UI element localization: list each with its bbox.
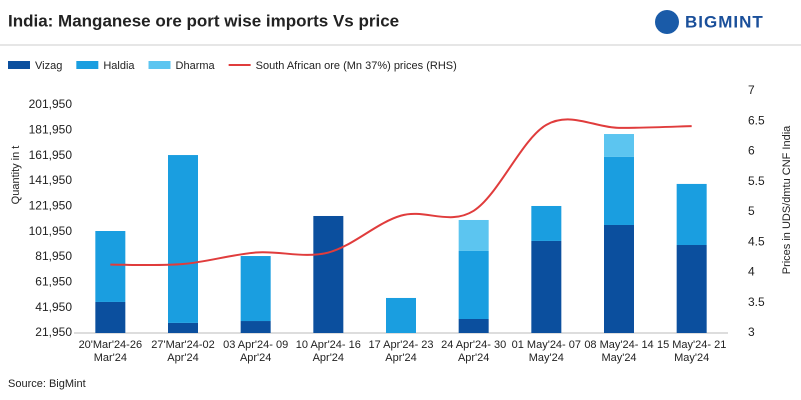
y2-tick-label: 4.5 xyxy=(748,234,765,248)
bar xyxy=(458,219,489,251)
x-tick-label: 10 Apr'24- 16 Apr'24 xyxy=(296,339,361,364)
y2-tick-label: 5 xyxy=(748,204,755,218)
bar xyxy=(458,318,489,333)
x-tick-label: 15 May'24- 21 May'24 xyxy=(657,339,726,364)
y2-tick-label: 3 xyxy=(748,325,755,339)
x-tick-label: 08 May'24- 14 May'24 xyxy=(584,339,653,364)
y-tick-label: 181,950 xyxy=(29,122,73,136)
logo-icon xyxy=(655,10,679,34)
y-tick-label: 201,950 xyxy=(29,97,73,111)
y2-tick-label: 4 xyxy=(748,265,755,279)
bar xyxy=(313,215,344,333)
bar xyxy=(604,134,634,157)
legend-label: Dharma xyxy=(176,60,216,72)
bar xyxy=(531,240,562,333)
y-tick-label: 121,950 xyxy=(29,198,73,212)
x-tick-label: 24 Apr'24- 30 Apr'24 xyxy=(441,339,506,364)
legend-label: Vizag xyxy=(35,60,62,72)
source: Source: BigMint xyxy=(8,378,86,390)
bar xyxy=(604,224,634,333)
y-tick-label: 81,950 xyxy=(35,249,72,263)
bar xyxy=(95,301,126,333)
bar xyxy=(240,321,271,333)
y2-tick-label: 5.5 xyxy=(748,174,765,188)
bar xyxy=(604,156,634,225)
bar xyxy=(240,256,271,322)
x-tick-label: 27'Mar'24-02 Apr'24 xyxy=(151,339,215,364)
legend-label: Haldia xyxy=(103,60,135,72)
bar xyxy=(676,183,707,246)
x-tick-label: 17 Apr'24- 23 Apr'24 xyxy=(368,339,433,364)
y-axis-label: Quantity in t xyxy=(10,146,22,205)
x-tick-label: 01 May'24- 07 May'24 xyxy=(512,339,581,364)
x-tick-label: 03 Apr'24- 09 Apr'24 xyxy=(223,339,288,364)
brand: BIGMINT xyxy=(685,12,764,31)
bar xyxy=(168,322,198,333)
legend-swatch xyxy=(8,61,30,69)
chart-title: India: Manganese ore port wise imports V… xyxy=(8,11,399,30)
legend-label: South African ore (Mn 37%) prices (RHS) xyxy=(256,60,457,72)
y2-tick-label: 7 xyxy=(748,83,755,97)
bar xyxy=(95,231,126,302)
y-tick-label: 101,950 xyxy=(29,224,73,238)
legend-swatch xyxy=(148,61,171,69)
bar xyxy=(676,245,707,333)
y-tick-label: 61,950 xyxy=(35,274,72,288)
x-tick-label: 20'Mar'24-26 Mar'24 xyxy=(79,339,143,364)
y2-tick-label: 6.5 xyxy=(748,113,765,127)
bar xyxy=(531,205,562,241)
y-tick-label: 41,950 xyxy=(35,300,72,314)
bar xyxy=(386,297,416,333)
bar xyxy=(168,155,198,323)
price-line xyxy=(110,118,692,267)
y-tick-label: 141,950 xyxy=(29,173,73,187)
y-tick-label: 21,950 xyxy=(35,325,72,339)
y2-tick-label: 6 xyxy=(748,144,755,158)
y2-axis-label: Prices in UDS/dmtu CNF India xyxy=(781,125,793,274)
bar xyxy=(458,250,489,319)
y2-tick-label: 3.5 xyxy=(748,295,765,309)
y-tick-label: 161,950 xyxy=(29,148,73,162)
legend-swatch xyxy=(76,61,99,69)
